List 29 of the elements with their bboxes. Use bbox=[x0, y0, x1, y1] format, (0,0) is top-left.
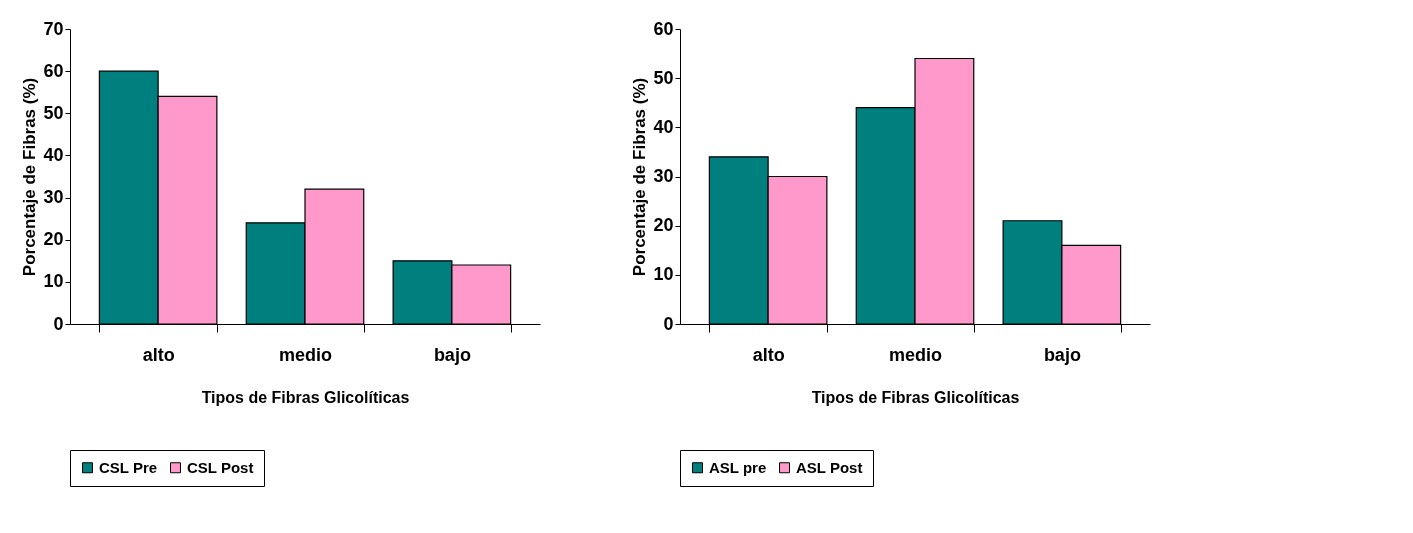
legend-label: CSL Post bbox=[187, 458, 254, 476]
x-tick-label: alto bbox=[142, 344, 175, 365]
legend-label: ASL pre bbox=[709, 458, 767, 476]
y-tick-label: 40 bbox=[43, 144, 64, 165]
y-tick-label: 40 bbox=[653, 116, 674, 137]
y-axis-title: Porcentaje de Fibras (%) bbox=[20, 77, 40, 277]
y-tick-label: 30 bbox=[43, 187, 64, 208]
legend-label: CSL Pre bbox=[99, 458, 158, 476]
x-tick-label: medio bbox=[888, 344, 943, 365]
y-tick-label: 50 bbox=[43, 102, 64, 123]
x-tick-label: medio bbox=[278, 344, 333, 365]
y-tick-label: 20 bbox=[43, 229, 64, 250]
y-tick-label: 20 bbox=[653, 215, 674, 236]
y-tick-label: 30 bbox=[653, 166, 674, 186]
y-tick-label: 0 bbox=[53, 313, 64, 334]
y-tick-label: 60 bbox=[653, 18, 674, 39]
x-tick-label: bajo bbox=[433, 344, 471, 365]
x-axis-title: Tipos de Fibras Glicolíticas bbox=[201, 388, 410, 406]
y-tick-label: 0 bbox=[663, 313, 674, 334]
x-tick-label: bajo bbox=[1043, 344, 1081, 365]
y-tick-label: 60 bbox=[43, 60, 64, 81]
y-tick-label: 10 bbox=[43, 271, 64, 292]
y-tick-label: 10 bbox=[653, 264, 674, 285]
y-axis-title: Porcentaje de Fibras (%) bbox=[630, 77, 650, 277]
legend-label: ASL Post bbox=[796, 458, 863, 476]
x-axis-title: Tipos de Fibras Glicolíticas bbox=[811, 388, 1020, 406]
y-tick-label: 70 bbox=[43, 18, 64, 39]
x-tick-label: alto bbox=[752, 344, 785, 365]
y-tick-label: 50 bbox=[653, 67, 674, 88]
